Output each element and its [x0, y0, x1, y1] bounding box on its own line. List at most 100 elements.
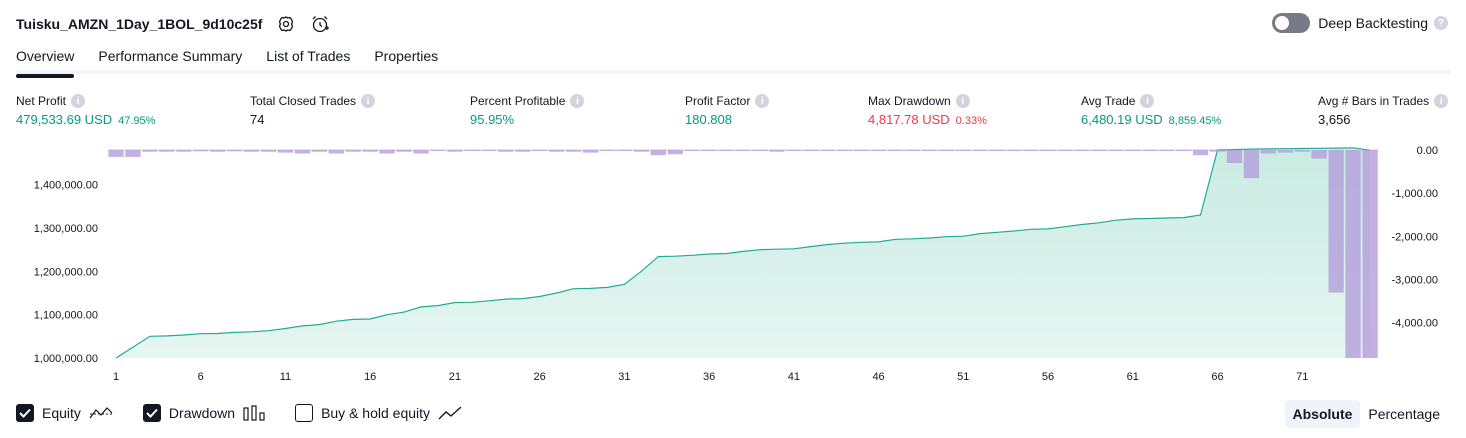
equity-area — [116, 147, 1370, 358]
left-axis-tick: 1,400,000.00 — [34, 180, 98, 192]
metric-label: Total Closed Trades — [250, 94, 357, 108]
metric-sub-value: 47.95% — [118, 115, 156, 127]
drawdown-bar — [396, 150, 412, 152]
equity-line-icon — [89, 405, 113, 421]
settings-gear-icon[interactable] — [276, 14, 296, 34]
drawdown-bar — [1125, 150, 1141, 151]
buy-hold-checkbox[interactable] — [295, 404, 314, 422]
metric-net-profit: Net Profit i 479,533.69 USD 47.95% — [16, 93, 155, 128]
drawdown-bar — [142, 150, 158, 152]
drawdown-bar — [803, 150, 819, 151]
metric-value: 4,817.78 USD — [868, 112, 950, 127]
metric-value: 6,480.19 USD — [1081, 112, 1163, 127]
info-icon[interactable]: i — [361, 94, 376, 108]
drawdown-bar — [955, 150, 971, 151]
drawdown-bar — [498, 150, 514, 152]
view-mode-toggle: Absolute Percentage — [1284, 400, 1449, 428]
metric-sub-value: 8,859.45% — [1168, 115, 1222, 127]
drawdown-bar — [735, 150, 751, 151]
x-axis-tick: 46 — [872, 371, 884, 383]
drawdown-bar — [718, 150, 734, 151]
drawdown-bar — [1209, 150, 1226, 152]
drawdown-bar — [1311, 150, 1327, 159]
absolute-button[interactable]: Absolute — [1284, 400, 1361, 428]
left-axis-tick: 1,300,000.00 — [34, 223, 98, 235]
toggle-knob — [1275, 16, 1290, 30]
x-axis-tick: 36 — [703, 371, 715, 383]
tab-performance-summary[interactable]: Performance Summary — [98, 48, 243, 64]
drawdown-bar — [243, 150, 260, 152]
metric-label: Avg Trade — [1081, 94, 1136, 108]
strategy-name: Tuisku_AMZN_1Day_1BOL_9d10c25f — [16, 16, 263, 32]
info-icon[interactable]: i — [755, 94, 770, 108]
drawdown-bar — [1108, 150, 1124, 151]
info-icon[interactable]: i — [71, 94, 86, 108]
equity-drawdown-chart[interactable]: 1,400,000.00 1,300,000.00 1,200,000.00 1,10… — [0, 140, 1466, 395]
metric-value: 95.95% — [470, 112, 515, 127]
percentage-button[interactable]: Percentage — [1368, 406, 1440, 422]
drawdown-bar — [277, 150, 294, 153]
info-icon[interactable]: i — [570, 94, 585, 108]
drawdown-bar — [345, 150, 361, 152]
right-axis-tick: -3,000.00 — [1392, 275, 1438, 287]
deep-backtesting: Deep Backtesting ? — [1272, 13, 1448, 33]
drawdown-bar — [616, 150, 633, 151]
drawdown-bar — [1226, 150, 1243, 163]
drawdown-bar — [328, 150, 344, 154]
right-axis-tick: -2,000.00 — [1392, 231, 1438, 243]
info-icon[interactable]: i — [1140, 94, 1155, 108]
metric-sub-value: 0.33% — [955, 115, 987, 127]
tab-overview[interactable]: Overview — [16, 44, 75, 78]
add-alert-clock-icon[interactable] — [310, 14, 330, 34]
legend-buy-hold[interactable]: Buy & hold equity — [295, 404, 462, 422]
drawdown-bar — [532, 150, 548, 151]
drawdown-bar — [1243, 150, 1260, 179]
x-axis-tick: 6 — [198, 371, 204, 383]
drawdown-bar — [1277, 150, 1293, 153]
drawdown-bar — [938, 150, 954, 151]
drawdown-bar — [650, 150, 666, 156]
tab-properties[interactable]: Properties — [374, 48, 439, 64]
drawdown-bar — [599, 150, 616, 151]
drawdown-bar — [786, 150, 802, 151]
right-axis-tick: 0.00 — [1417, 145, 1438, 157]
metric-value: 180.808 — [685, 112, 732, 127]
drawdown-bar — [904, 150, 921, 151]
drawdown-bar — [769, 150, 785, 152]
drawdown-checkbox[interactable] — [142, 404, 161, 422]
drawdown-bar — [260, 150, 277, 152]
help-icon[interactable]: ? — [1434, 16, 1448, 30]
drawdown-bar — [565, 150, 582, 152]
drawdown-bar — [1176, 150, 1192, 151]
x-axis-tick: 56 — [1042, 371, 1054, 383]
strategy-header: Tuisku_AMZN_1Day_1BOL_9d10c25f — [16, 12, 330, 36]
drawdown-bar — [752, 150, 768, 151]
drawdown-bar — [210, 150, 226, 152]
legend-drawdown[interactable]: Drawdown — [142, 404, 265, 422]
tab-list-of-trades[interactable]: List of Trades — [266, 48, 351, 64]
x-axis-tick: 71 — [1296, 371, 1308, 383]
metric-label: Max Drawdown — [868, 94, 951, 108]
x-axis-tick: 31 — [618, 371, 630, 383]
info-icon[interactable]: i — [1434, 94, 1449, 108]
drawdown-bar — [430, 150, 446, 151]
drawdown-bar — [515, 150, 531, 152]
x-axis-tick: 61 — [1127, 371, 1139, 383]
drawdown-bar — [989, 150, 1005, 151]
drawdown-bar — [1040, 150, 1056, 151]
x-axis-tick: 1 — [113, 371, 119, 383]
deep-backtesting-toggle[interactable] — [1272, 13, 1311, 33]
info-icon[interactable]: i — [955, 94, 970, 108]
drawdown-bar — [667, 150, 683, 155]
drawdown-bar — [447, 150, 463, 152]
metric-total-closed-trades: Total Closed Trades i 74 — [250, 93, 376, 128]
equity-checkbox[interactable] — [16, 404, 34, 422]
drawdown-label: Drawdown — [168, 405, 236, 421]
drawdown-bar — [294, 150, 311, 154]
legend-equity[interactable]: Equity — [16, 404, 113, 422]
metric-label: Net Profit — [16, 94, 67, 108]
drawdown-bar — [1345, 150, 1361, 358]
x-axis-tick: 21 — [449, 371, 461, 383]
drawdown-bar — [227, 150, 243, 152]
right-axis-tick: -4,000.00 — [1392, 318, 1438, 330]
